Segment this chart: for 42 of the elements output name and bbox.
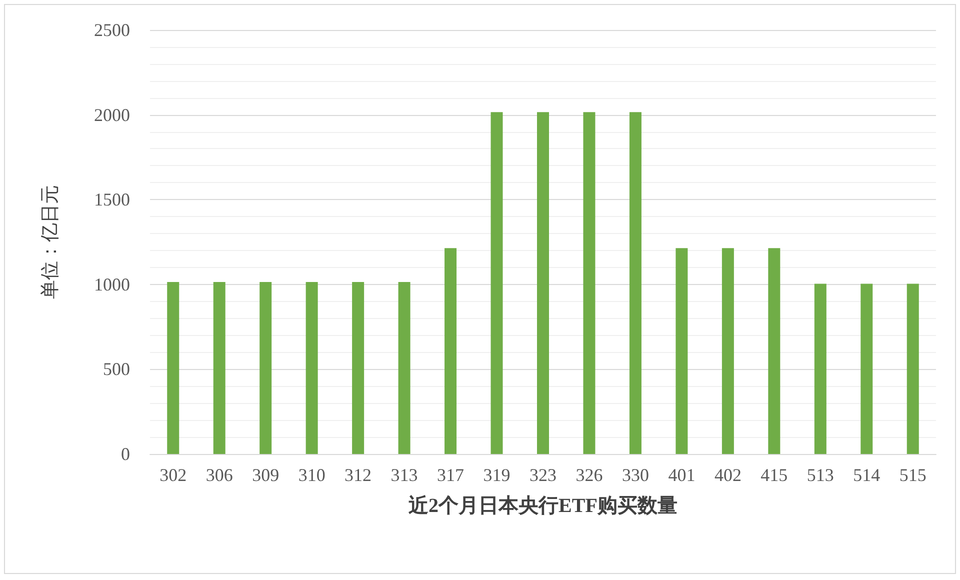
y-tick-label: 1000 [94,274,130,294]
x-tick-label: 514 [853,465,880,485]
bar [722,248,734,454]
x-tick-label: 326 [576,465,603,485]
x-axis-title: 近2个月日本央行ETF购买数量 [408,494,678,517]
y-tick-label: 0 [121,444,130,464]
x-tick-label: 313 [390,465,418,485]
bar [490,112,503,454]
bar [906,284,919,454]
x-tick-label: 302 [160,465,187,485]
x-tick-label: 310 [298,465,326,485]
bar [814,284,826,454]
x-tick-label: 317 [437,465,464,485]
x-tick-label: 402 [714,465,742,485]
x-tick-label: 312 [344,465,372,485]
bar [213,282,226,454]
x-tick-label: 515 [899,465,926,485]
bar [629,112,642,454]
bar [444,248,457,454]
x-tick-label: 330 [622,465,649,485]
y-tick-label: 1500 [94,190,130,210]
x-tick-label: 401 [668,465,696,485]
bar [860,284,873,454]
y-axis-title: 单位：亿日元 [40,185,61,299]
bar [398,282,410,454]
bar [260,282,272,454]
bar [352,282,364,454]
bar [306,282,318,454]
bar [583,112,596,454]
bar [167,282,180,454]
bar [537,112,549,454]
x-tick-label: 513 [806,465,834,485]
x-tick-label: 323 [530,465,556,485]
y-tick-label: 500 [103,359,130,380]
x-tick-label: 306 [206,465,233,485]
bar [768,248,780,454]
x-tick-label: 309 [252,465,280,485]
y-tick-label: 2000 [94,104,130,125]
x-tick-label: 319 [483,465,510,485]
bar [676,248,688,454]
x-tick-label: 415 [760,465,788,485]
y-tick-label: 2500 [94,20,130,40]
